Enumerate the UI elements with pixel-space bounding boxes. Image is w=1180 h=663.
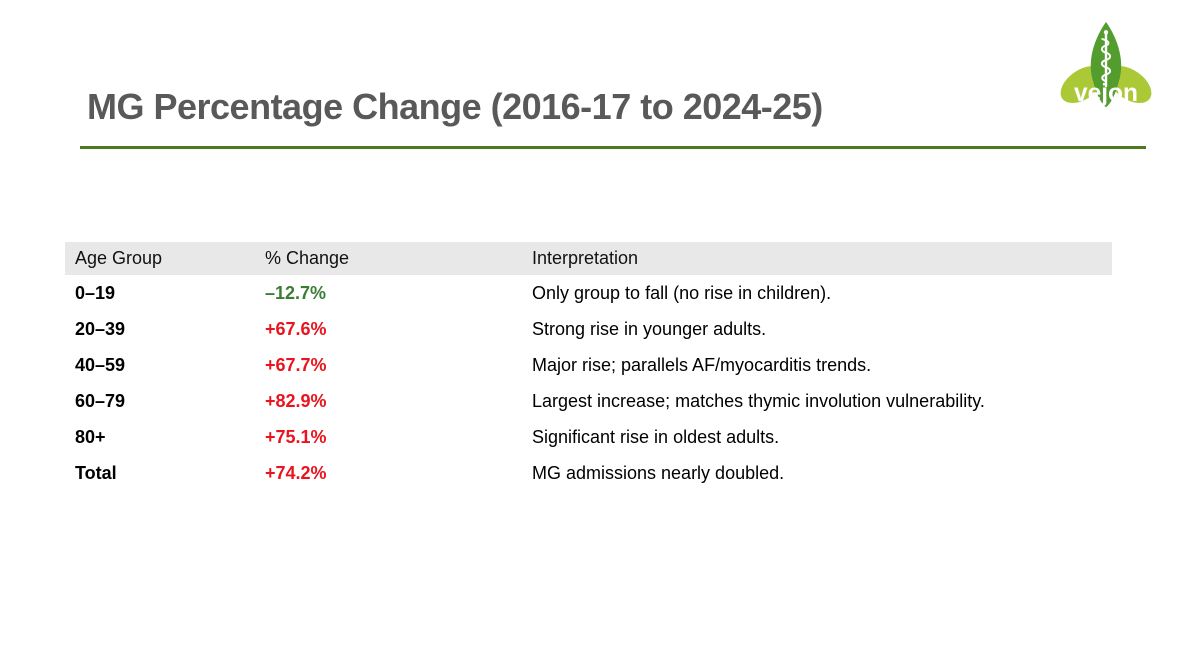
age-group-cell: Total [75, 462, 117, 483]
percent-change-cell: –12.7% [265, 282, 327, 303]
interpretation-cell: Only group to fall (no rise in children)… [532, 282, 832, 303]
slide-title: MG Percentage Change (2016-17 to 2024-25… [87, 86, 823, 127]
vejon-leaf-icon: vejon [1060, 21, 1152, 108]
interpretation-cell: Significant rise in oldest adults. [532, 426, 780, 447]
title-underline [80, 146, 1146, 149]
percent-change-cell: +75.1% [265, 426, 327, 447]
table-header-row: Age Group % Change Interpretation [65, 242, 1112, 275]
percent-change-cell: +67.7% [265, 354, 327, 375]
table-row: Total +74.2% MG admissions nearly double… [65, 455, 1112, 491]
table-row: 0–19 –12.7% Only group to fall (no rise … [65, 275, 1112, 311]
table-row: 80+ +75.1% Significant rise in oldest ad… [65, 419, 1112, 455]
percent-change-cell: +74.2% [265, 462, 327, 483]
logo-wordmark: vejon [1074, 80, 1138, 107]
table-row: 60–79 +82.9% Largest increase; matches t… [65, 383, 1112, 419]
percent-change-cell: +82.9% [265, 390, 327, 411]
vejon-logo: vejon [1056, 14, 1156, 116]
table-row: 20–39 +67.6% Strong rise in younger adul… [65, 311, 1112, 347]
col-header-interpretation: Interpretation [532, 248, 639, 268]
col-header-age-group: Age Group [75, 248, 163, 268]
col-header-percent-change: % Change [265, 248, 350, 268]
table-row: 40–59 +67.7% Major rise; parallels AF/my… [65, 347, 1112, 383]
age-group-cell: 80+ [75, 426, 106, 447]
interpretation-cell: Largest increase; matches thymic involut… [532, 390, 985, 411]
age-group-cell: 40–59 [75, 354, 126, 375]
percent-change-cell: +67.6% [265, 318, 327, 339]
age-group-cell: 20–39 [75, 318, 126, 339]
rod-of-asclepius-icon [1100, 30, 1112, 88]
age-group-cell: 0–19 [75, 282, 116, 303]
interpretation-cell: MG admissions nearly doubled. [532, 462, 785, 483]
age-group-cell: 60–79 [75, 390, 126, 411]
data-table: Age Group % Change Interpretation 0–19 –… [65, 242, 1112, 491]
interpretation-cell: Strong rise in younger adults. [532, 318, 767, 339]
interpretation-cell: Major rise; parallels AF/myocarditis tre… [532, 354, 872, 375]
